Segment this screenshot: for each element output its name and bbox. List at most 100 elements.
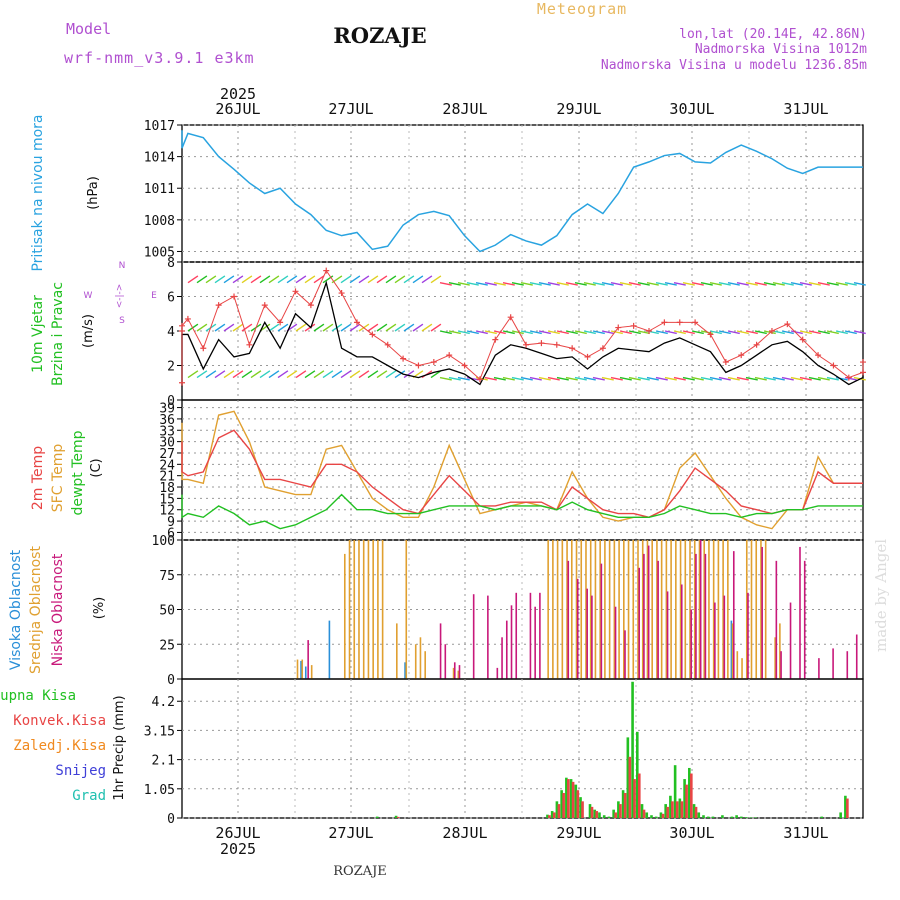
mid-cloud-bar	[731, 623, 734, 679]
precip-panel: Ukupna Kisa Konvek.Kisa Zaledj.Kisa Snij…	[0, 678, 864, 827]
wind-arrow	[502, 330, 515, 335]
mid-cloud-bar	[708, 540, 710, 679]
wind-arrow	[736, 376, 749, 381]
day-label-top: 31JUL	[783, 100, 828, 118]
year-bottom: 2025	[220, 840, 256, 858]
wind-arrow	[628, 376, 641, 381]
convective-rain-bar	[694, 806, 698, 818]
wind-arrow	[223, 275, 235, 284]
mid-cloud-bar	[698, 540, 701, 679]
mid-cloud-bar	[358, 540, 360, 679]
gust-marker	[676, 319, 683, 326]
day-label-bottom: 29JUL	[556, 824, 601, 842]
total-rain-bar	[602, 815, 606, 818]
wind-arrow	[835, 376, 848, 381]
y-tick-label: 8	[167, 256, 175, 271]
pressure-title: Pritisak na nivou mora	[30, 114, 46, 271]
gust-marker	[753, 341, 760, 348]
wind-arrow	[286, 370, 298, 379]
gust-marker	[461, 362, 468, 369]
total-rain-bar	[730, 816, 734, 818]
mid-cloud-bar	[774, 637, 776, 679]
mid-cloud-bar	[712, 540, 715, 679]
temp2m-line	[181, 429, 863, 519]
temperature-panel: 2m Temp SFC Temp dewpt Temp (C) 69121518…	[30, 399, 864, 541]
mid-cloud-bar	[656, 540, 658, 679]
mid-cloud-bar	[627, 540, 630, 679]
wind-arrow	[277, 370, 289, 379]
wind-arrow	[394, 370, 406, 379]
wind-arrow	[385, 275, 397, 284]
total-rain-bar	[664, 804, 667, 818]
y-tick-label: 9	[167, 515, 175, 530]
total-rain-bar	[820, 816, 824, 818]
wind-arrow	[799, 376, 812, 381]
y-tick-label: 15	[159, 492, 175, 507]
gust-marker	[722, 359, 729, 366]
y-tick-label: 2	[167, 360, 175, 375]
gust-marker	[830, 362, 837, 369]
low-cloud-bar	[666, 591, 669, 679]
wind-title-2: Brzina i Pravac	[50, 282, 66, 386]
gust-marker	[179, 322, 185, 329]
low-cloud-bar	[624, 630, 626, 679]
wind-arrow	[646, 376, 659, 381]
mid-cloud-bar	[745, 540, 748, 679]
total-rain-bar	[706, 816, 710, 818]
wind-arrow	[439, 282, 452, 286]
mid-cloud-bar	[599, 540, 601, 679]
mid-cloud-bar	[556, 540, 559, 679]
gust-marker	[738, 352, 745, 359]
wind-arrow	[754, 376, 767, 381]
gust-marker	[323, 267, 330, 274]
convective-rain-bar	[661, 813, 665, 818]
y-tick-label: 27	[159, 447, 175, 462]
mid-cloud-bar	[424, 651, 426, 679]
convective-rain-bar	[552, 812, 556, 818]
wind-arrow	[763, 330, 776, 335]
wind-arrow	[853, 282, 866, 286]
high-cloud-legend: Visoka Oblacnost	[8, 549, 24, 670]
total-rain-bar	[612, 809, 615, 818]
wind-arrow	[781, 282, 794, 286]
wind-arrow	[484, 330, 497, 335]
total-rain-bar	[688, 767, 691, 818]
wind-arrow	[349, 370, 361, 379]
low-cloud-bar	[775, 560, 778, 679]
low-cloud-bar	[472, 594, 475, 679]
mid-cloud-bar	[703, 540, 706, 679]
wind-arrow	[295, 370, 307, 379]
gust-marker	[277, 319, 284, 326]
y-tick-label: 0	[167, 673, 175, 688]
low-cloud-bar	[699, 540, 702, 679]
low-cloud-bar	[496, 667, 499, 679]
y-tick-label: 39	[159, 402, 175, 417]
mid-cloud-bar	[381, 540, 384, 679]
low-cloud-bar	[501, 637, 503, 679]
wind-arrow	[484, 282, 497, 286]
low-cloud-bar	[846, 651, 849, 679]
y-tick-label: 1.05	[144, 783, 175, 798]
gust-marker	[246, 341, 253, 348]
total-rain-bar	[740, 816, 743, 818]
wind-arrow	[727, 330, 740, 335]
wind-arrow	[718, 330, 731, 335]
low-cloud-bar	[832, 648, 834, 679]
wind-arrow	[781, 376, 794, 381]
gust-marker	[507, 314, 514, 321]
wind-arrow	[250, 275, 262, 284]
wind-arrow	[790, 282, 803, 286]
convective-rain-bar	[666, 806, 669, 818]
low-cloud-bar	[453, 662, 456, 679]
low-cloud-bar	[732, 551, 735, 679]
wind-arrow	[619, 330, 632, 335]
wind-arrow	[412, 323, 424, 332]
convective-rain-bar	[680, 801, 684, 818]
mid-cloud-bar	[343, 553, 346, 679]
wind-arrow	[727, 376, 740, 381]
wind-arrow	[502, 376, 515, 381]
gust-marker	[692, 319, 699, 326]
wind-arrow	[421, 323, 433, 332]
